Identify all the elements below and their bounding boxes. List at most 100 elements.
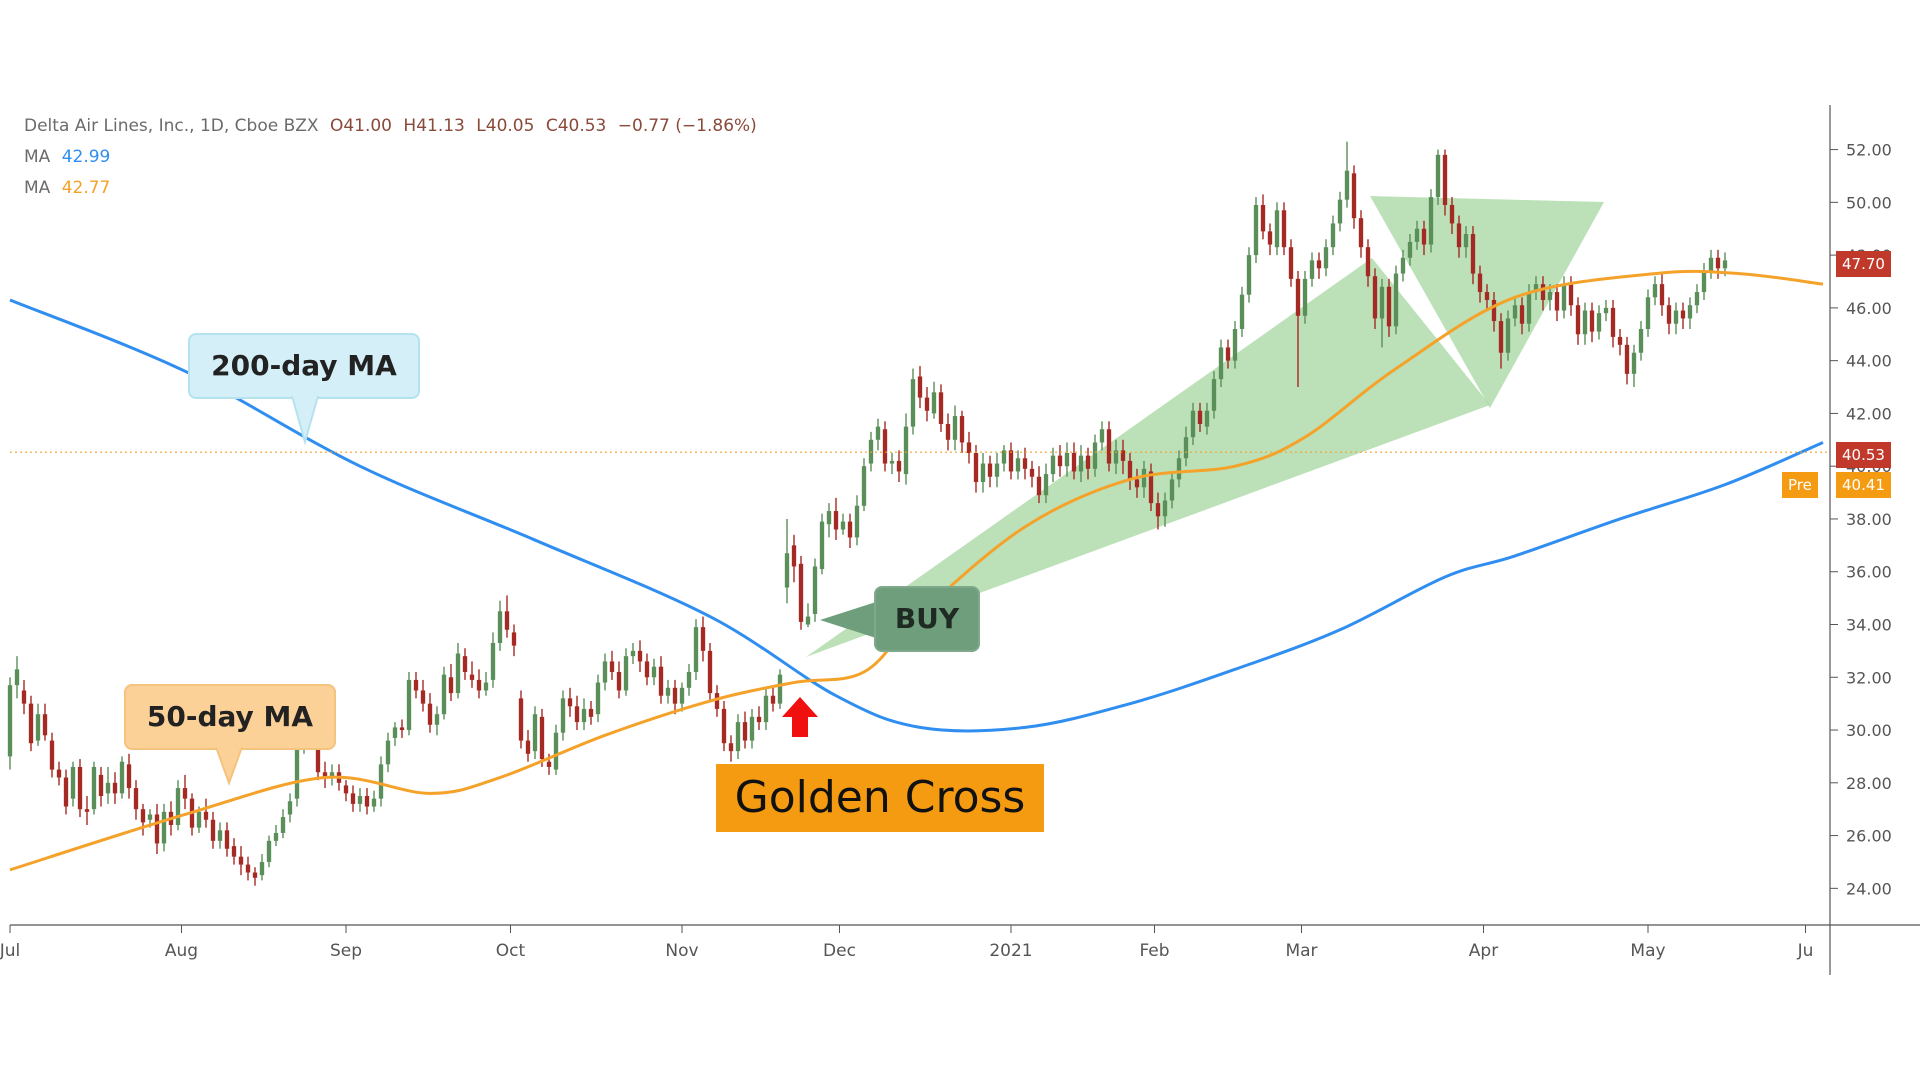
candle-down <box>413 679 419 691</box>
candle-down <box>714 693 720 709</box>
candle-up <box>1687 305 1693 319</box>
candle-up <box>1344 170 1350 200</box>
ma50-callout-pointer <box>214 747 244 786</box>
y-tick-label: 36.00 <box>1846 563 1892 582</box>
candle-up <box>910 379 916 427</box>
candle-down <box>1127 460 1133 480</box>
candle-up <box>1246 255 1252 295</box>
candle-up <box>119 761 125 794</box>
candle-down <box>1036 476 1042 496</box>
candle-down <box>959 416 965 443</box>
candle-down <box>637 650 643 662</box>
candle-up <box>777 674 783 704</box>
candle-down <box>1358 218 1364 248</box>
x-tick-label: Nov <box>665 941 698 961</box>
candle-up <box>1309 260 1315 279</box>
candle-up <box>784 553 790 588</box>
ma-price-tag: 47.70 <box>1836 251 1891 277</box>
candle-up <box>826 511 832 525</box>
candle-up <box>1337 199 1343 224</box>
candle-down <box>742 722 748 741</box>
candle-up <box>91 766 97 810</box>
candle-down <box>1617 336 1623 345</box>
symbol-header: Delta Air Lines, Inc., 1D, Cboe BZX O41.… <box>24 116 763 136</box>
candle-down <box>1666 305 1672 324</box>
candle-down <box>1134 479 1140 488</box>
candle-up <box>1330 223 1336 248</box>
candle-up <box>1561 284 1567 311</box>
candle-up <box>1596 313 1602 332</box>
candle-up <box>455 653 461 694</box>
candle-down <box>469 674 475 680</box>
candle-down <box>231 846 237 857</box>
candle-down <box>1680 310 1686 319</box>
candle-up <box>1232 328 1238 361</box>
candle-down <box>1071 452 1077 472</box>
candle-down <box>1225 347 1231 361</box>
candle-down <box>1365 247 1371 277</box>
buy-callout-pointer <box>820 602 876 638</box>
y-tick-label: 32.00 <box>1846 668 1892 687</box>
candle-down <box>1372 276 1378 319</box>
candle-down <box>1540 284 1546 300</box>
candle-down <box>182 788 188 799</box>
candle-down <box>546 761 552 767</box>
candle-down <box>938 392 944 424</box>
candle-up <box>1190 410 1196 438</box>
candle-up <box>553 732 559 770</box>
candle-up <box>1673 310 1679 324</box>
candle-up <box>1050 455 1056 475</box>
x-tick-label: Feb <box>1139 941 1169 961</box>
candle-up <box>651 666 657 678</box>
candle-up <box>952 416 958 440</box>
candle-up <box>294 748 300 799</box>
candle-up <box>581 708 587 723</box>
candle-up <box>378 764 384 799</box>
candle-up <box>1638 328 1644 353</box>
candle-up <box>812 566 818 614</box>
candle-up <box>693 627 699 672</box>
candle-down <box>511 632 517 646</box>
candle-down <box>364 795 370 807</box>
candle-down <box>98 774 104 796</box>
candle-down <box>448 677 454 694</box>
candle-up <box>70 766 76 799</box>
candle-down <box>1148 471 1154 504</box>
candle-up <box>35 714 41 741</box>
candle-up <box>1603 307 1609 314</box>
candle-up <box>1435 154 1441 198</box>
candle-up <box>14 669 20 686</box>
candles-layer <box>7 141 1728 886</box>
candle-up <box>175 788 181 826</box>
x-tick-label: Dec <box>823 941 856 961</box>
candle-up <box>406 679 412 731</box>
candle-down <box>1589 310 1595 332</box>
candle-up <box>1582 310 1588 335</box>
candle-down <box>700 627 706 651</box>
ma-legend-2-label: MA <box>24 178 51 198</box>
candle-up <box>1631 352 1637 374</box>
candle-down <box>399 727 405 731</box>
candle-up <box>217 830 223 841</box>
ma-legend-2-value: 42.77 <box>61 178 111 198</box>
candle-down <box>1568 284 1574 306</box>
y-tick-label: 26.00 <box>1846 827 1892 846</box>
last-price-tag: 40.53 <box>1836 442 1891 468</box>
candle-up <box>735 722 741 752</box>
candle-down <box>84 809 90 812</box>
candle-down <box>707 650 713 694</box>
candle-down <box>1421 228 1427 245</box>
pre-market-label: Pre <box>1782 472 1818 498</box>
candle-down <box>1659 284 1665 306</box>
candle-down <box>1449 204 1455 224</box>
axes-layer: 52.0050.0048.0046.0044.0042.0040.0038.00… <box>0 105 1920 975</box>
candle-up <box>371 798 377 807</box>
candle-up <box>497 611 503 643</box>
candle-up <box>1505 318 1511 353</box>
candle-down <box>1029 468 1035 477</box>
candle-up <box>1078 455 1084 472</box>
candle-down <box>224 830 230 849</box>
candle-up <box>994 463 1000 477</box>
candle-up <box>1239 294 1245 329</box>
candle-down <box>1085 455 1091 469</box>
